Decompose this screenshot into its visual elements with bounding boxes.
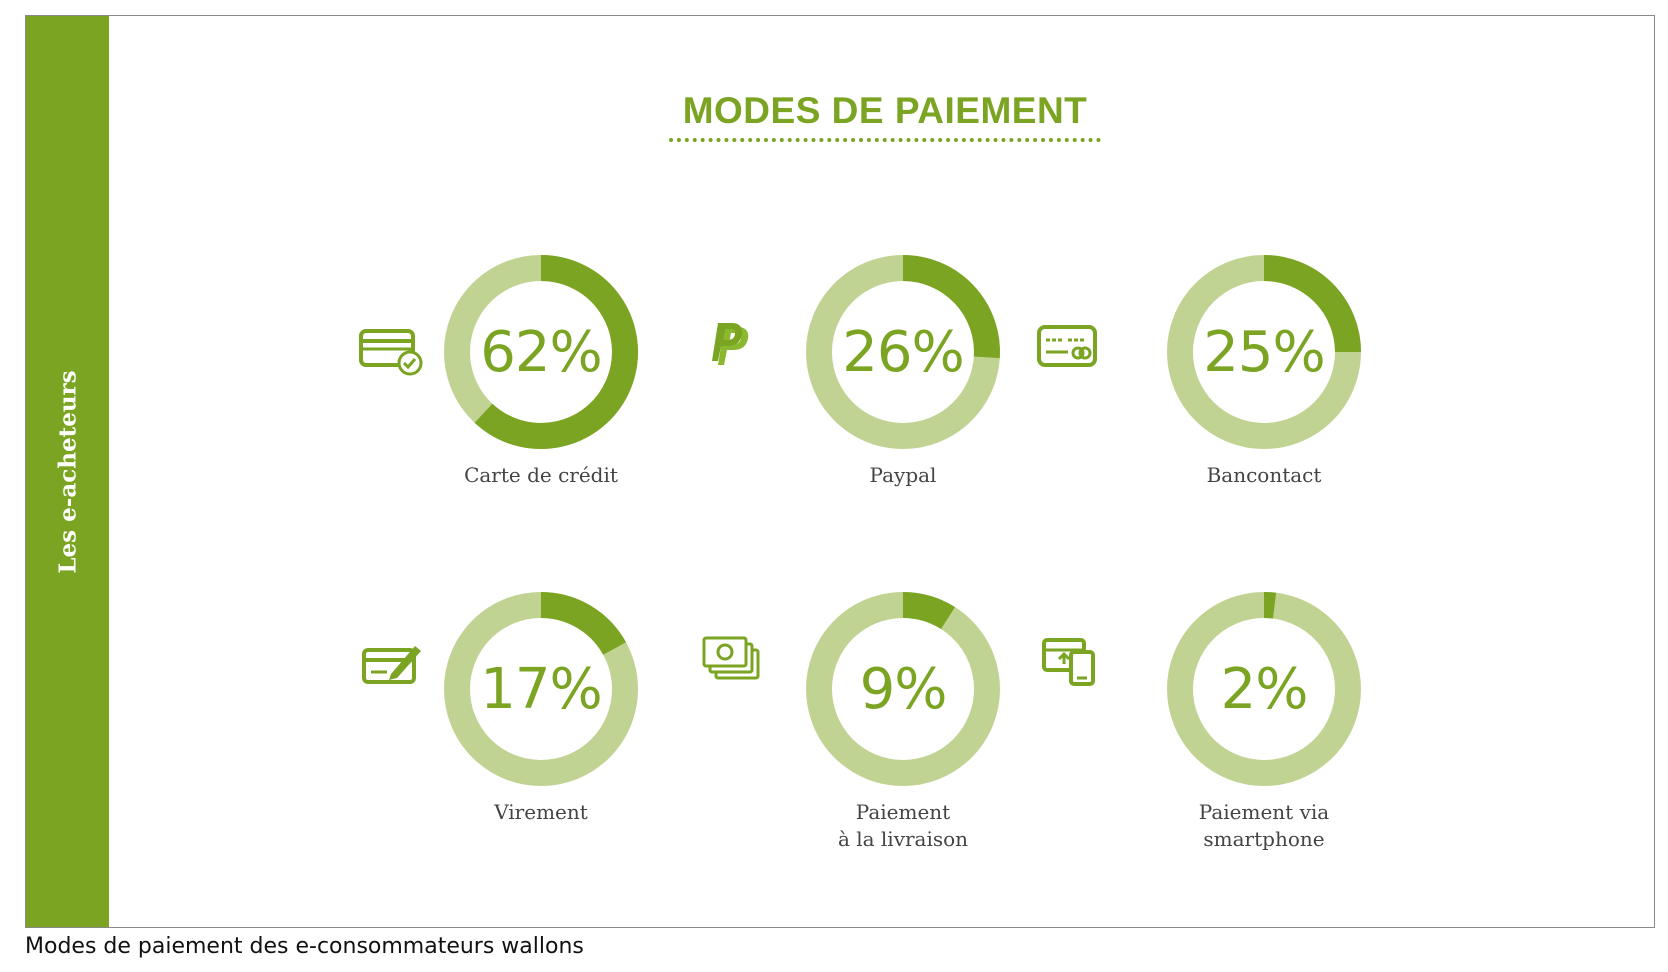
paypal-icon bbox=[712, 323, 749, 365]
donut-percentage-label: 9% bbox=[859, 656, 948, 722]
donut-chart-virement: 17% Virement bbox=[438, 586, 644, 824]
donut-category-label: Bancontact bbox=[1206, 463, 1322, 487]
donut-chart-card: 62% Carte de crédit bbox=[438, 249, 644, 487]
donut-category-label: Paiement à la livraison bbox=[837, 800, 969, 851]
donut-category-label: Paypal bbox=[869, 463, 937, 487]
donut-ring bbox=[1167, 592, 1361, 786]
credit-card-check-icon bbox=[359, 329, 423, 376]
donut-value-arc bbox=[474, 255, 638, 449]
donut-category-label: Carte de crédit bbox=[464, 463, 618, 487]
donut-chart-paypal: 26% Paypal bbox=[800, 249, 1006, 487]
cash-bills-icon bbox=[702, 636, 760, 680]
donut-chart-smartphone: 2% Paiement via smartphone bbox=[1161, 586, 1367, 851]
donut-value-arc bbox=[1263, 592, 1277, 619]
donut-ring bbox=[806, 255, 1000, 449]
cheque-pen-icon bbox=[362, 646, 421, 684]
donut-category-label: Virement bbox=[494, 800, 588, 824]
side-label: Les e-acheteurs bbox=[54, 370, 82, 574]
side-band: Les e-acheteurs bbox=[26, 16, 109, 927]
donut-percentage-label: 26% bbox=[842, 319, 964, 385]
donut-value-arc bbox=[902, 592, 955, 630]
donut-value-arc bbox=[540, 592, 626, 656]
figure-caption: Modes de paiement des e-consommateurs wa… bbox=[25, 934, 584, 959]
bank-card-icon bbox=[1037, 325, 1097, 367]
donut-value-arc bbox=[902, 255, 1000, 359]
donut-chart-bancontact: 25% Bancontact bbox=[1161, 249, 1367, 487]
smartphone-transfer-icon bbox=[1042, 638, 1095, 686]
donut-category-label: Paiement via smartphone bbox=[1198, 800, 1330, 851]
donut-value-arc bbox=[1263, 255, 1361, 353]
donut-percentage-label: 17% bbox=[480, 656, 602, 722]
donut-ring bbox=[806, 592, 1000, 786]
donut-ring bbox=[444, 592, 638, 786]
infographic-frame: Les e-acheteurs MODES DE PAIEMENT 62% Ca… bbox=[25, 15, 1655, 928]
donut-percentage-label: 2% bbox=[1220, 656, 1309, 722]
donut-ring bbox=[1167, 255, 1361, 449]
donut-percentage-label: 25% bbox=[1203, 319, 1325, 385]
chart-title: MODES DE PAIEMENT bbox=[669, 90, 1101, 142]
donut-percentage-label: 62% bbox=[480, 319, 602, 385]
donut-chart-livraison: 9% Paiement à la livraison bbox=[800, 586, 1006, 851]
donut-ring bbox=[444, 255, 638, 449]
